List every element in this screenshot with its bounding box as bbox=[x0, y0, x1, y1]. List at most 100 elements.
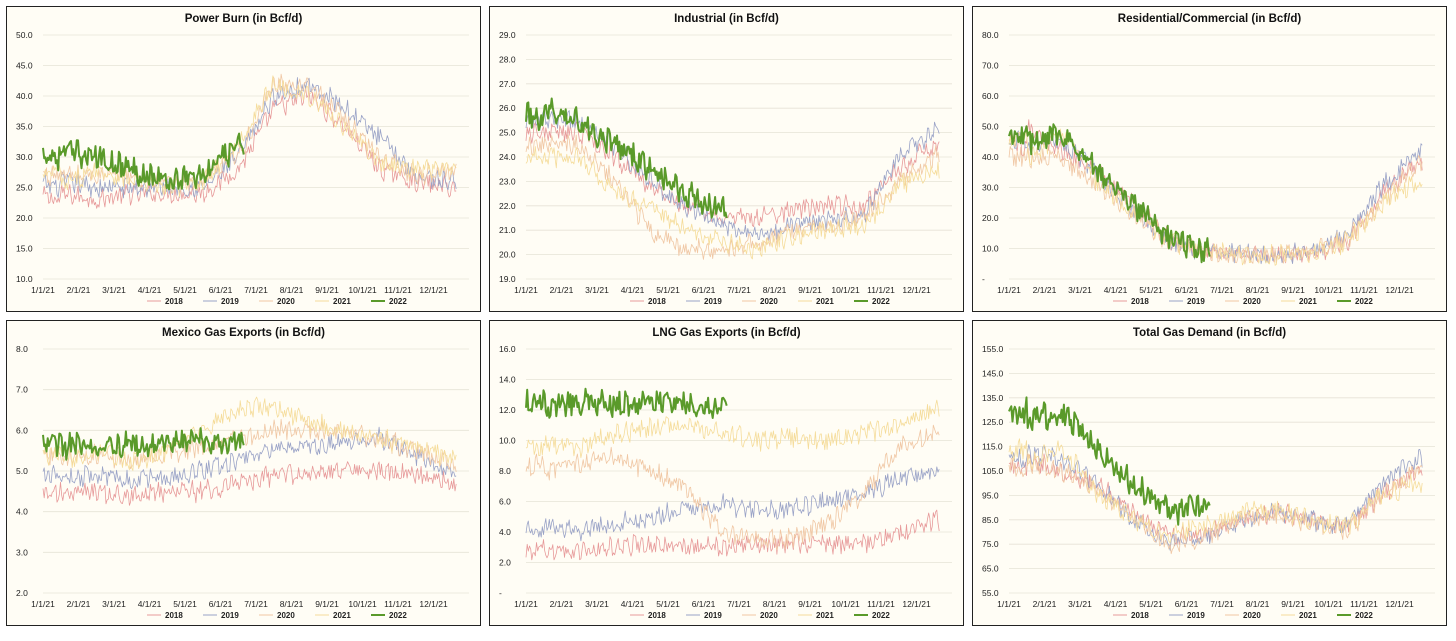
x-tick-label: 12/1/21 bbox=[902, 599, 931, 609]
legend-label-2018: 2018 bbox=[648, 297, 666, 306]
series-line-2022 bbox=[525, 97, 728, 219]
x-tick-label: 6/1/21 bbox=[1175, 285, 1199, 295]
x-tick-label: 7/1/21 bbox=[727, 285, 751, 295]
x-tick-label: 10/1/21 bbox=[1314, 285, 1343, 295]
chart-title: LNG Gas Exports (in Bcf/d) bbox=[652, 327, 801, 339]
legend-label-2020: 2020 bbox=[1243, 297, 1261, 306]
y-tick-label: 155.0 bbox=[982, 344, 1004, 354]
x-tick-label: 8/1/21 bbox=[280, 599, 304, 609]
x-tick-label: 3/1/21 bbox=[585, 285, 609, 295]
x-tick-label: 11/1/21 bbox=[1350, 599, 1378, 609]
x-tick-label: 9/1/21 bbox=[1281, 285, 1305, 295]
x-tick-label: 7/1/21 bbox=[244, 285, 268, 295]
chart-panel-power-burn: Power Burn (in Bcf/d) 10.0 15.0 20.0 25.0 30… bbox=[6, 6, 481, 312]
y-tick-label: 15.0 bbox=[16, 244, 33, 254]
y-tick-label: 7.0 bbox=[16, 385, 28, 395]
x-tick-label: 4/1/21 bbox=[138, 285, 162, 295]
series-line-2021 bbox=[1008, 128, 1423, 266]
y-tick-label: 29.0 bbox=[499, 30, 516, 40]
legend-label-2019: 2019 bbox=[221, 297, 239, 306]
y-tick-label: 6.0 bbox=[499, 497, 511, 507]
x-tick-label: 7/1/21 bbox=[1210, 599, 1234, 609]
y-tick-label: 12.0 bbox=[499, 405, 516, 415]
chart-title: Mexico Gas Exports (in Bcf/d) bbox=[162, 327, 325, 339]
series-line-2022 bbox=[1008, 123, 1211, 264]
legend-label-2020: 2020 bbox=[277, 611, 295, 620]
x-tick-label: 12/1/21 bbox=[1385, 285, 1414, 295]
x-tick-label: 11/1/21 bbox=[384, 285, 412, 295]
y-tick-label: 27.0 bbox=[499, 79, 516, 89]
x-tick-label: 3/1/21 bbox=[1068, 599, 1092, 609]
series-line-2020 bbox=[1008, 146, 1423, 265]
x-tick-label: 9/1/21 bbox=[315, 285, 339, 295]
legend-label-2022: 2022 bbox=[872, 611, 890, 620]
series-line-2020 bbox=[525, 424, 940, 551]
y-tick-label: 20.0 bbox=[982, 213, 999, 223]
x-tick-label: 4/1/21 bbox=[1104, 285, 1128, 295]
x-tick-label: 3/1/21 bbox=[585, 599, 609, 609]
chart-panel-total-gas-demand: Total Gas Demand (in Bcf/d) 55.0 65.0 75.0… bbox=[972, 320, 1447, 626]
x-tick-label: 7/1/21 bbox=[727, 599, 751, 609]
series-line-2022 bbox=[42, 132, 245, 191]
y-tick-label: 6.0 bbox=[16, 425, 28, 435]
y-tick-label: 16.0 bbox=[499, 344, 516, 354]
chart-canvas: 2.0 3.0 4.0 5.0 6.0 7.0 8.0 1/1/21 2/1/21 3/1/21 4… bbox=[16, 344, 469, 620]
x-tick-label: 9/1/21 bbox=[1281, 599, 1305, 609]
x-tick-label: 6/1/21 bbox=[1175, 599, 1199, 609]
x-tick-label: 2/1/21 bbox=[1033, 285, 1057, 295]
y-tick-label: 4.0 bbox=[499, 527, 511, 537]
y-tick-label: 8.0 bbox=[499, 466, 511, 476]
legend-label-2019: 2019 bbox=[221, 611, 239, 620]
x-tick-label: 5/1/21 bbox=[1139, 599, 1163, 609]
x-tick-label: 2/1/21 bbox=[550, 599, 574, 609]
x-tick-label: 8/1/21 bbox=[1246, 285, 1270, 295]
y-tick-label: 115.0 bbox=[982, 442, 1003, 452]
series-line-2021 bbox=[42, 75, 457, 198]
x-tick-label: 11/1/21 bbox=[384, 599, 412, 609]
y-tick-label: 30.0 bbox=[16, 152, 33, 162]
legend-label-2018: 2018 bbox=[165, 611, 183, 620]
legend-label-2021: 2021 bbox=[816, 611, 834, 620]
x-tick-label: 12/1/21 bbox=[902, 285, 931, 295]
y-tick-label: 4.0 bbox=[16, 507, 28, 517]
y-tick-label: 95.0 bbox=[982, 490, 999, 500]
x-tick-label: 10/1/21 bbox=[831, 285, 860, 295]
y-tick-label: 19.0 bbox=[499, 274, 516, 284]
series-line-2018 bbox=[1008, 453, 1423, 545]
x-tick-label: 4/1/21 bbox=[1104, 599, 1128, 609]
x-tick-label: 4/1/21 bbox=[621, 599, 645, 609]
series-line-2018 bbox=[42, 461, 457, 506]
y-tick-label: 21.0 bbox=[499, 225, 516, 235]
x-tick-label: 10/1/21 bbox=[831, 599, 860, 609]
x-tick-label: 6/1/21 bbox=[692, 285, 716, 295]
series-line-2021 bbox=[42, 396, 457, 471]
x-tick-label: 8/1/21 bbox=[280, 285, 304, 295]
x-tick-label: 5/1/21 bbox=[656, 599, 680, 609]
y-tick-label: 60.0 bbox=[982, 91, 999, 101]
chart-panel-mexico-gas-exports: Mexico Gas Exports (in Bcf/d) 2.0 3.0 4.0 5… bbox=[6, 320, 481, 626]
chart-canvas: 10.0 15.0 20.0 25.0 30.0 35.0 40.0 45.0 50.0 1/1/… bbox=[16, 30, 469, 306]
x-tick-label: 4/1/21 bbox=[621, 285, 645, 295]
y-tick-label: 5.0 bbox=[16, 466, 28, 476]
x-tick-label: 2/1/21 bbox=[550, 285, 574, 295]
y-tick-label: 25.0 bbox=[16, 183, 33, 193]
y-tick-label: 85.0 bbox=[982, 515, 999, 525]
legend-label-2021: 2021 bbox=[1299, 611, 1317, 620]
x-tick-label: 7/1/21 bbox=[1210, 285, 1234, 295]
y-tick-label: 24.0 bbox=[499, 152, 516, 162]
series-line-2022 bbox=[1008, 396, 1211, 526]
x-tick-label: 1/1/21 bbox=[514, 599, 538, 609]
x-tick-label: 3/1/21 bbox=[1068, 285, 1092, 295]
y-tick-label: 105.0 bbox=[982, 466, 1004, 476]
y-tick-label: 70.0 bbox=[982, 61, 999, 71]
x-tick-label: 4/1/21 bbox=[138, 599, 162, 609]
y-tick-label: 50.0 bbox=[16, 30, 33, 40]
series-line-2021 bbox=[1008, 438, 1423, 544]
y-tick-label: 35.0 bbox=[16, 122, 33, 132]
y-tick-label: 80.0 bbox=[982, 30, 999, 40]
x-tick-label: 6/1/21 bbox=[692, 599, 716, 609]
series-line-2022 bbox=[42, 427, 245, 461]
series-line-2021 bbox=[525, 399, 940, 459]
legend-label-2022: 2022 bbox=[1355, 297, 1373, 306]
series-line-2018 bbox=[42, 87, 457, 209]
